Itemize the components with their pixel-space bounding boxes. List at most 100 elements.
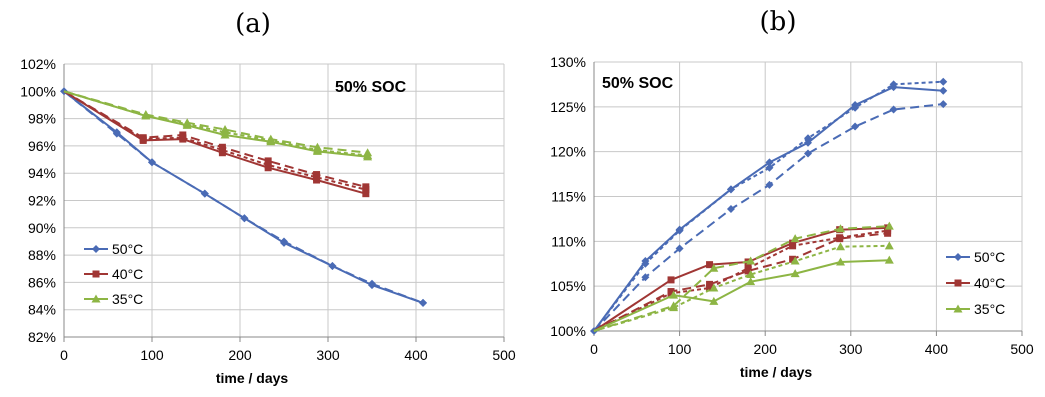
data-point [726, 185, 735, 194]
legend-label: 50°C [974, 249, 1005, 265]
data-point [804, 134, 812, 143]
data-point [851, 122, 860, 131]
data-point [328, 262, 337, 271]
data-point [312, 145, 322, 154]
data-point [675, 244, 684, 253]
y-tick-label: 98% [28, 111, 56, 127]
data-point [836, 224, 846, 233]
y-tick-label: 115% [551, 189, 586, 205]
x-axis-title: time / days [216, 370, 289, 386]
data-point [790, 256, 800, 265]
data-point [182, 119, 192, 128]
data-point [139, 135, 147, 143]
x-tick-label: 100 [140, 347, 164, 363]
x-tick-label: 300 [316, 347, 340, 363]
data-point [836, 234, 844, 242]
series-line [63, 90, 368, 154]
chart-panel-b: (b) 100% 105% 110% 115% 120% 125% 130% 0 100 200 30… [550, 7, 1034, 380]
legend-label: 50°C [112, 241, 143, 257]
data-point [264, 161, 272, 169]
series-line [63, 90, 368, 158]
y-tick-label: 100% [20, 83, 56, 99]
data-point [220, 127, 230, 136]
data-point [179, 134, 187, 142]
data-point [240, 214, 249, 223]
legend-label: 40°C [112, 266, 143, 282]
data-point [141, 111, 151, 120]
legend-marker [954, 279, 962, 287]
x-tick-label: 500 [492, 347, 516, 363]
y-tick-label: 102% [20, 56, 56, 72]
data-point [939, 100, 948, 109]
series-line [593, 244, 890, 332]
legend-label: 35°C [974, 301, 1005, 317]
data-point [706, 280, 714, 288]
y-tick-label: 130% [550, 54, 586, 70]
legend-label: 35°C [112, 291, 143, 307]
data-point [765, 158, 774, 167]
data-point [884, 227, 892, 235]
data-point [709, 263, 719, 272]
y-tick-label: 90% [28, 220, 56, 236]
y-tick-label: 96% [28, 138, 56, 154]
y-tick-label: 120% [550, 144, 586, 160]
legend: 50°C 40°C 35°C [946, 249, 1005, 317]
y-tick-label: 105% [550, 278, 586, 294]
data-point [362, 190, 370, 198]
data-point [706, 284, 714, 292]
x-tick-label: 100 [668, 341, 692, 357]
data-point [669, 303, 679, 312]
data-point [313, 173, 321, 181]
data-point [667, 289, 675, 297]
data-point [200, 189, 209, 198]
data-point [362, 186, 370, 194]
data-point [851, 103, 860, 112]
legend-label: 40°C [974, 275, 1005, 291]
data-point [641, 273, 650, 282]
data-point [726, 205, 735, 214]
data-point [790, 269, 800, 278]
x-tick-label: 200 [228, 347, 252, 363]
panel-label: (a) [235, 9, 271, 39]
data-point [884, 255, 894, 264]
data-point [789, 255, 797, 263]
legend-marker [92, 245, 100, 253]
data-point [790, 234, 800, 243]
data-point [765, 163, 774, 172]
data-point [266, 135, 276, 144]
data-point [706, 261, 714, 269]
x-tick-label: 200 [754, 341, 778, 357]
data-point [280, 237, 288, 246]
series-line [63, 90, 424, 304]
data-point [889, 80, 898, 89]
x-tick-label: 300 [839, 341, 863, 357]
data-point [939, 86, 948, 95]
data-point [939, 77, 948, 86]
x-axis-title: time / days [740, 364, 813, 380]
y-tick-label: 92% [28, 193, 56, 209]
data-point [746, 277, 756, 286]
data-point [669, 290, 679, 299]
data-point [675, 226, 684, 235]
series-line [593, 226, 888, 332]
data-point [363, 150, 373, 159]
data-point [709, 296, 719, 305]
y-tick-label: 125% [550, 99, 586, 115]
data-point [667, 276, 675, 284]
data-point [836, 257, 846, 266]
data-point [709, 283, 719, 292]
x-tick-label: 0 [60, 347, 68, 363]
legend: 50°C 40°C 35°C [84, 241, 143, 307]
data-point [368, 279, 376, 288]
chart-annotation: 50% SOC [602, 75, 674, 92]
x-tick-label: 0 [590, 341, 598, 357]
y-tick-label: 86% [28, 274, 56, 290]
x-tick-label: 400 [925, 341, 949, 357]
y-tick-label: 100% [550, 323, 586, 339]
y-tick-label: 88% [28, 247, 56, 263]
data-point [419, 298, 428, 307]
panel-label: (b) [760, 7, 797, 37]
data-point [804, 149, 812, 158]
x-tick-label: 500 [1010, 341, 1034, 357]
